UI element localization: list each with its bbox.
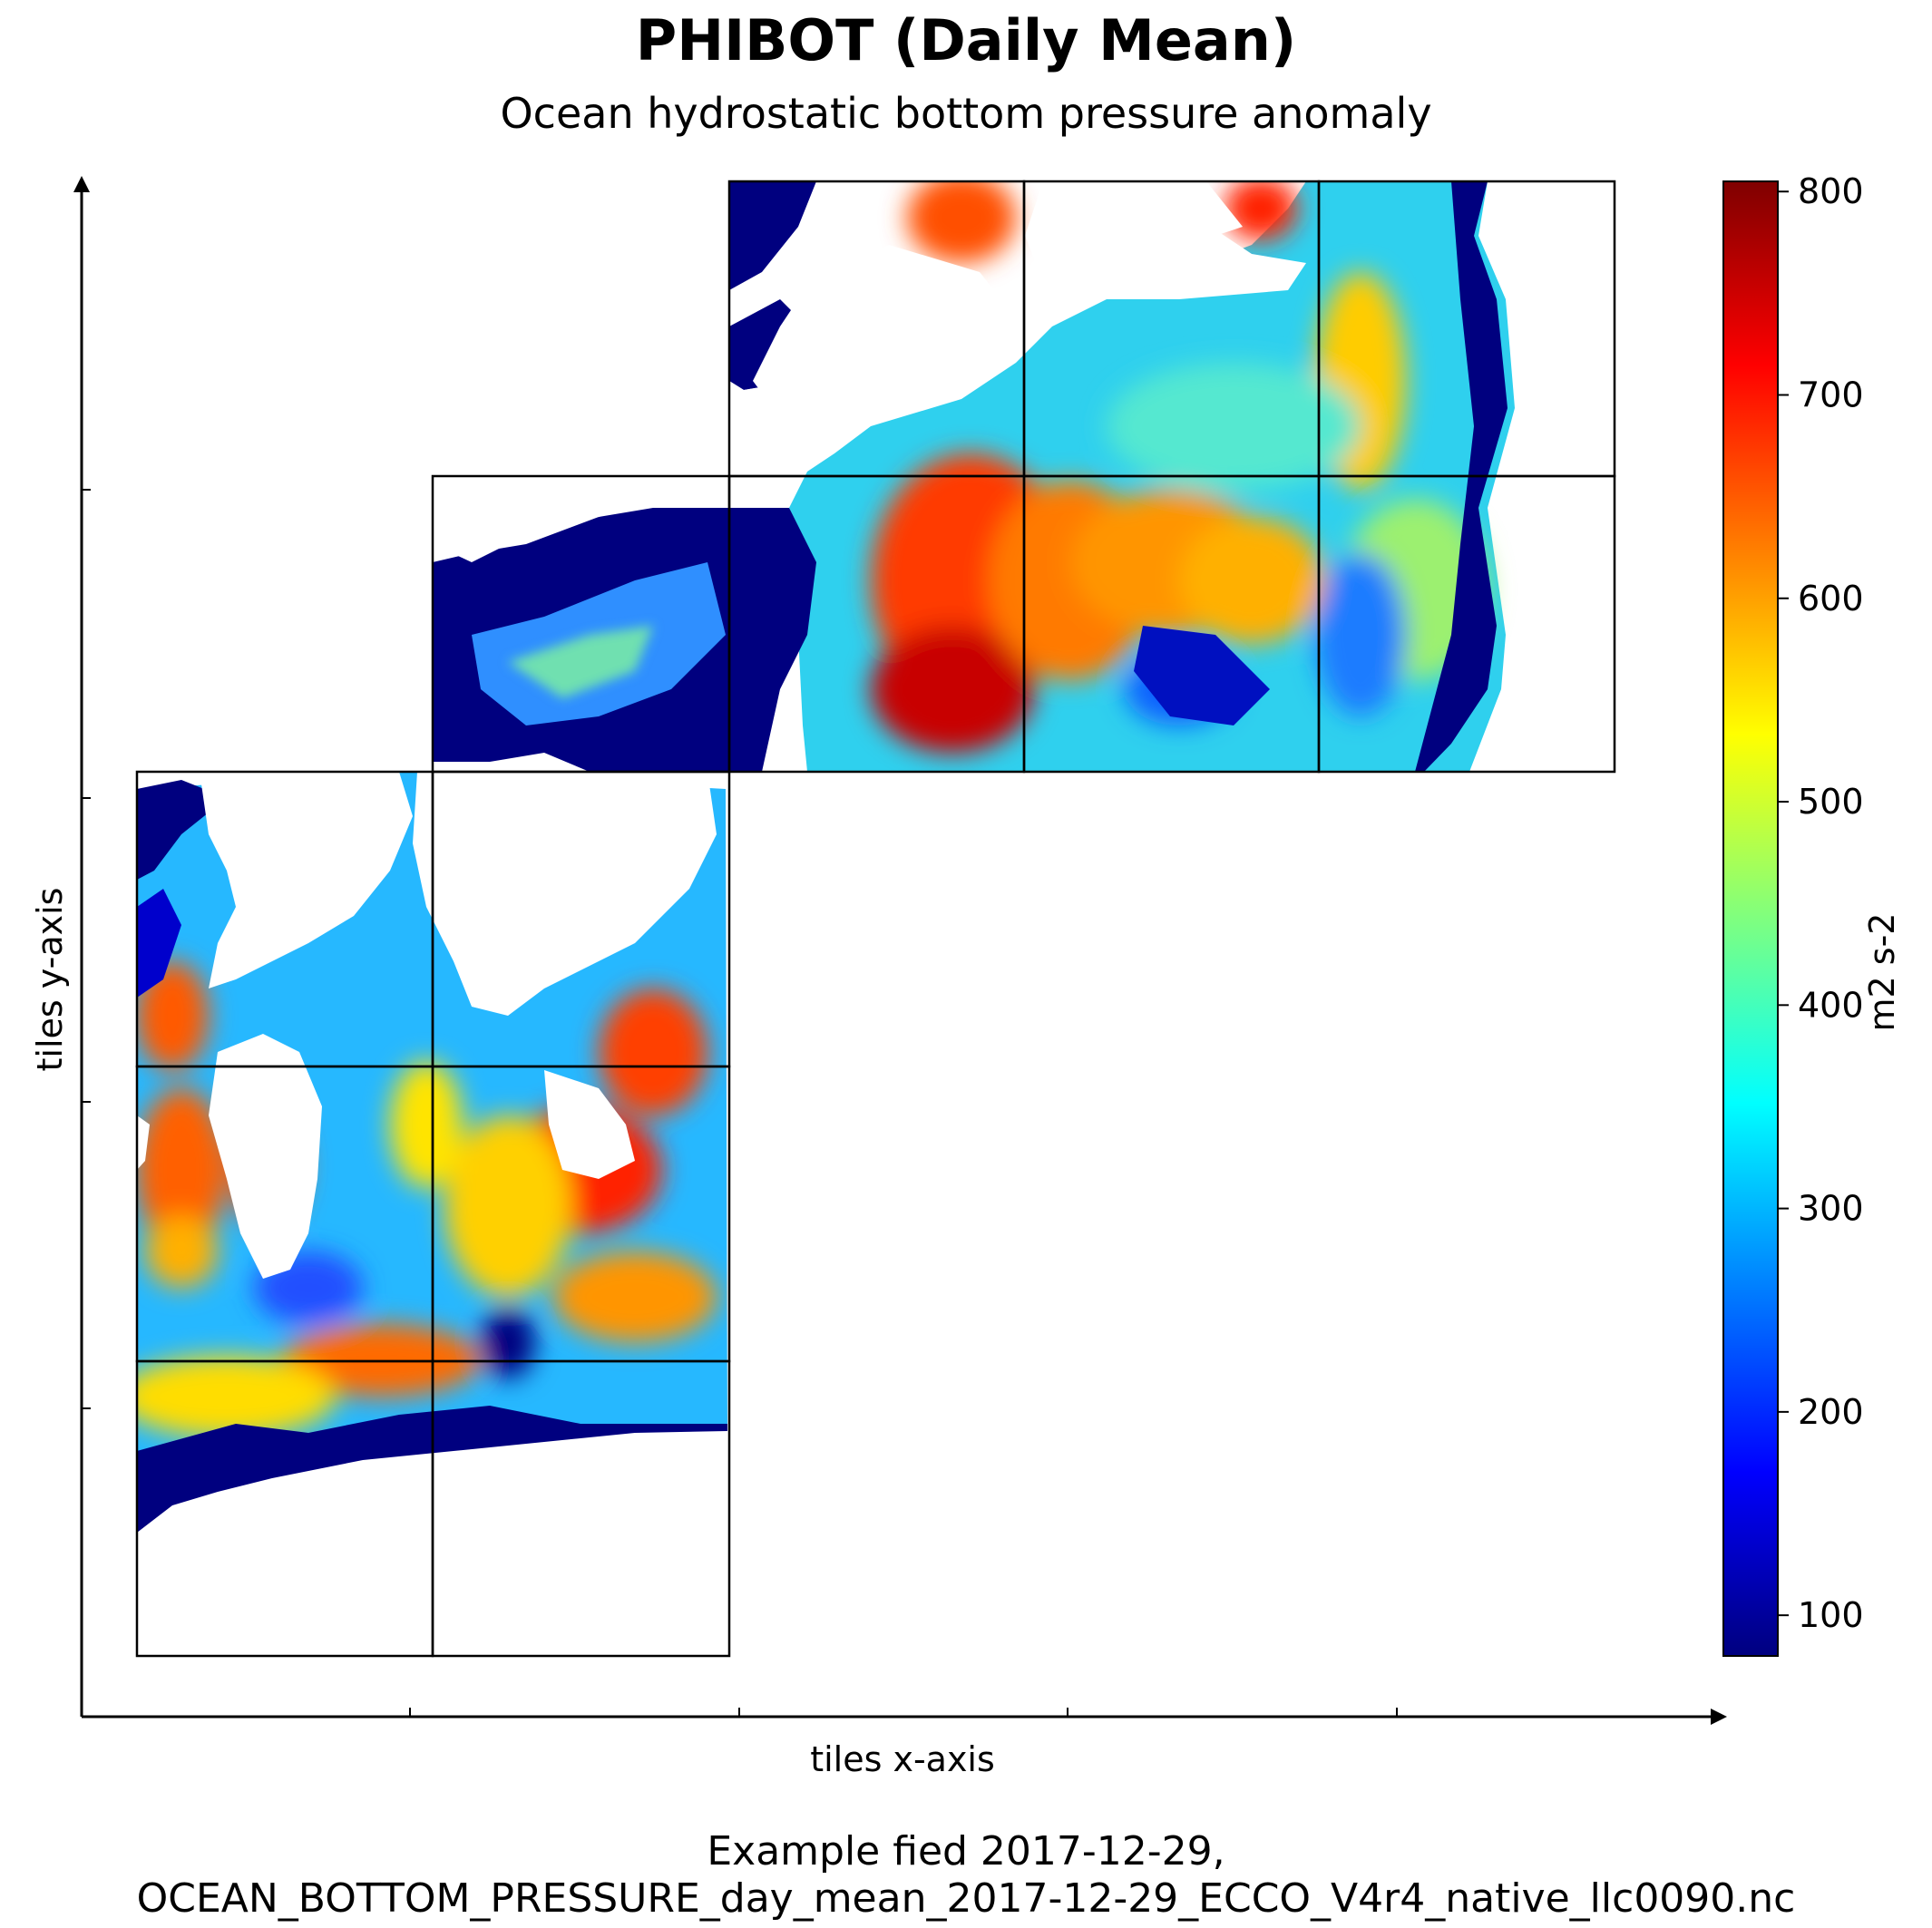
- tile-box: [431, 1359, 731, 1658]
- heat-blob: [553, 1251, 717, 1342]
- heat-blob: [1225, 181, 1297, 240]
- tile-grid: [135, 180, 1616, 1658]
- colorbar-tick-label: 500: [1798, 782, 1864, 822]
- heat-blob: [599, 988, 707, 1115]
- land-mass: [137, 1115, 150, 1170]
- colorbar-tick-label: 800: [1798, 171, 1864, 211]
- x-axis-arrow: [1711, 1709, 1727, 1725]
- caption-line-1: Example fied 2017-12-29,: [707, 1828, 1225, 1874]
- heat-blob: [137, 1088, 227, 1251]
- land-mass: [729, 381, 798, 481]
- x-axis-label: tiles x-axis: [810, 1739, 995, 1779]
- land-mass: [433, 476, 653, 562]
- upper-field: [433, 181, 1515, 772]
- shelf-region: [729, 508, 816, 772]
- shelf-region: [1415, 181, 1508, 772]
- shelf-region: [137, 889, 181, 998]
- land-mass: [200, 772, 413, 988]
- colorbar-tick-label: 200: [1798, 1392, 1864, 1432]
- shelf-region: [729, 181, 816, 290]
- land-mass: [413, 772, 717, 1016]
- heat-blob: [444, 1115, 571, 1297]
- y-axis-ticks: [82, 489, 91, 1409]
- land-mass: [1161, 181, 1243, 236]
- heat-blob: [137, 961, 209, 1070]
- heat-blob: [390, 1061, 463, 1188]
- colorbar-tick-label: 300: [1798, 1189, 1864, 1229]
- land-mass: [544, 1070, 635, 1179]
- colorbar-tick-label: 100: [1798, 1595, 1864, 1635]
- colorbar-tick-label: 700: [1798, 375, 1864, 414]
- heat-blob: [1315, 553, 1406, 716]
- colorbar: [1722, 180, 1779, 1657]
- heat-blob: [1179, 517, 1324, 644]
- land-mass: [753, 245, 1016, 472]
- shelf-region: [137, 780, 227, 880]
- heat-blob: [145, 1215, 218, 1288]
- caption-line-2: OCEAN_BOTTOM_PRESSURE_day_mean_2017-12-2…: [136, 1875, 1796, 1922]
- tile-box: [1317, 474, 1616, 774]
- land-mass: [1025, 181, 1306, 299]
- heat-blob: [481, 1306, 535, 1378]
- upper-left-ocean: [508, 626, 653, 698]
- colorbar-tick-label: 600: [1798, 579, 1864, 618]
- shelf-region: [1134, 626, 1270, 725]
- colorbar-tick-label: 400: [1798, 985, 1864, 1025]
- land-mass: [209, 1034, 322, 1279]
- lower-field: [137, 772, 727, 1656]
- x-axis-ticks: [409, 1708, 1398, 1717]
- heat-blob: [907, 181, 1016, 263]
- colorbar-ticks: 100 200 300 400 500 600 700 800: [1778, 171, 1864, 1635]
- heat-blob: [137, 1356, 336, 1437]
- chart-subtitle: Ocean hydrostatic bottom pressure anomal…: [500, 89, 1432, 138]
- chart-title: PHIBOT (Daily Mean): [635, 7, 1297, 73]
- heat-blob: [871, 626, 1034, 753]
- y-axis-arrow: [73, 176, 90, 192]
- shelf-region: [137, 1406, 727, 1533]
- heat-blob: [1107, 363, 1361, 490]
